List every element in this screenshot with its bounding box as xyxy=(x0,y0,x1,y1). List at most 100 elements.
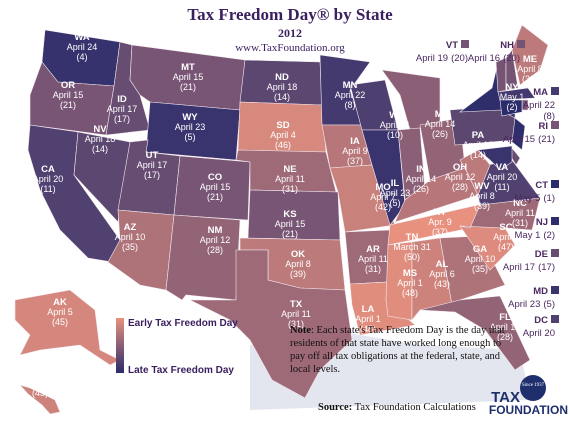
state-date: April 18 xyxy=(463,140,494,150)
state-rank: (31) xyxy=(365,264,381,274)
note-text: : Each state's Tax Freedom Day is the da… xyxy=(290,325,505,375)
state-date: April 14 xyxy=(425,119,456,129)
side-abbr: NH xyxy=(500,40,514,51)
side-abbr: MD xyxy=(533,286,548,297)
state xyxy=(497,87,536,101)
state-abbr: MT xyxy=(181,62,195,73)
state-abbr: OH xyxy=(453,162,467,173)
state-rank: (31) xyxy=(282,184,298,194)
state-rank: (21) xyxy=(207,192,223,202)
state-date: April 11 xyxy=(505,208,535,218)
state-rank: (21) xyxy=(60,100,76,110)
side-date: April 23 xyxy=(508,299,540,310)
state xyxy=(477,145,513,171)
state-rank: (48) xyxy=(360,324,376,334)
state-abbr: NY xyxy=(505,82,519,93)
state-abbr: IL xyxy=(391,178,400,189)
state-date: April 9 xyxy=(342,146,368,156)
state-rank: (48) xyxy=(402,288,418,298)
state-rank: (31) xyxy=(512,218,528,228)
state-date: May 1 xyxy=(500,92,525,102)
side-date: April 22 xyxy=(523,100,555,111)
state-abbr: AZ xyxy=(124,222,137,233)
side-swatch xyxy=(551,217,559,225)
state-rank: (21) xyxy=(180,82,196,92)
state xyxy=(511,117,526,151)
side-line: May 5 (1) xyxy=(515,193,556,204)
state-abbr: MO xyxy=(375,182,390,193)
state-abbr: PA xyxy=(472,130,485,141)
state xyxy=(419,295,531,371)
state-rank: (46) xyxy=(275,140,291,150)
state-date: April 18 xyxy=(267,82,298,92)
side-abbr: RI xyxy=(539,121,549,132)
state-rank: (50) xyxy=(404,252,420,262)
state-abbr: MN xyxy=(343,80,358,91)
state xyxy=(189,249,353,399)
state-abbr: TN xyxy=(406,232,419,243)
side-date: May 1 xyxy=(515,230,541,241)
state-abbr: ME xyxy=(523,54,537,65)
side-rank: (2) xyxy=(543,230,555,241)
side-rank: (20) xyxy=(451,53,468,64)
state-rank: (10) xyxy=(387,130,403,140)
state-date: April 8 xyxy=(285,259,311,269)
state xyxy=(361,129,406,226)
state-rank: (42) xyxy=(375,202,391,212)
state-rank: (14) xyxy=(274,92,290,102)
state-abbr: WV xyxy=(474,181,490,192)
side-swatch xyxy=(461,40,469,48)
state-rank: (28) xyxy=(452,182,468,192)
side-rank: (5) xyxy=(543,299,555,310)
state-date: April 17 xyxy=(137,160,168,170)
state-abbr: NV xyxy=(93,124,107,135)
side-date: April 20 xyxy=(523,328,555,339)
state-abbr: OK xyxy=(291,249,305,260)
state-date: April 15 xyxy=(173,72,204,82)
side-abbr: VT xyxy=(446,40,458,51)
state-rank: (35) xyxy=(122,242,138,252)
state-rank: (31) xyxy=(288,319,304,329)
state-rank: (37) xyxy=(432,227,448,237)
state-date: April 22 xyxy=(335,90,366,100)
side-abbr: DC xyxy=(534,315,548,326)
logo-bottom: FOUNDATION xyxy=(489,403,568,417)
state-abbr: WI xyxy=(389,110,401,121)
state-date: April 15 xyxy=(200,182,231,192)
side-line: April 15 (21) xyxy=(503,134,555,145)
state-rank: (4) xyxy=(77,52,88,62)
note: Note: Each state's Tax Freedom Day is th… xyxy=(290,324,512,376)
side-abbr: MA xyxy=(533,87,548,98)
state-date: April 14 xyxy=(406,174,437,184)
legend-early: Early Tax Freedom Day xyxy=(128,318,238,329)
source-lead: Source: xyxy=(318,402,353,413)
state-date: April 5 xyxy=(47,307,73,317)
state-date: April 6 xyxy=(429,269,455,279)
state-abbr: HI xyxy=(35,368,45,379)
state xyxy=(14,289,121,366)
state-date: April 11 xyxy=(275,174,305,184)
logo-top: TAX xyxy=(491,389,520,406)
state-abbr: AL xyxy=(436,259,449,270)
state-abbr: ID xyxy=(117,94,127,105)
state xyxy=(19,384,61,415)
side-rank: (1) xyxy=(543,193,555,204)
state-rank: (14) xyxy=(470,150,486,160)
state xyxy=(329,164,396,233)
state-rank: (2) xyxy=(507,102,518,112)
state xyxy=(73,131,131,223)
state-abbr: MI xyxy=(435,109,446,120)
state-abbr: AK xyxy=(53,297,67,308)
side-rank: (8) xyxy=(543,111,555,122)
state-abbr: NM xyxy=(208,225,223,236)
state-abbr: CA xyxy=(41,164,55,175)
state-abbr: ND xyxy=(275,72,289,83)
state-rank: (47) xyxy=(498,242,514,252)
state-date: April 10 xyxy=(465,254,496,264)
side-line: April 19 (20) xyxy=(416,53,468,64)
state-date: April 12 xyxy=(445,172,476,182)
state-rank: (17) xyxy=(114,114,130,124)
state xyxy=(505,49,519,91)
state-date: April 20 xyxy=(33,174,64,184)
